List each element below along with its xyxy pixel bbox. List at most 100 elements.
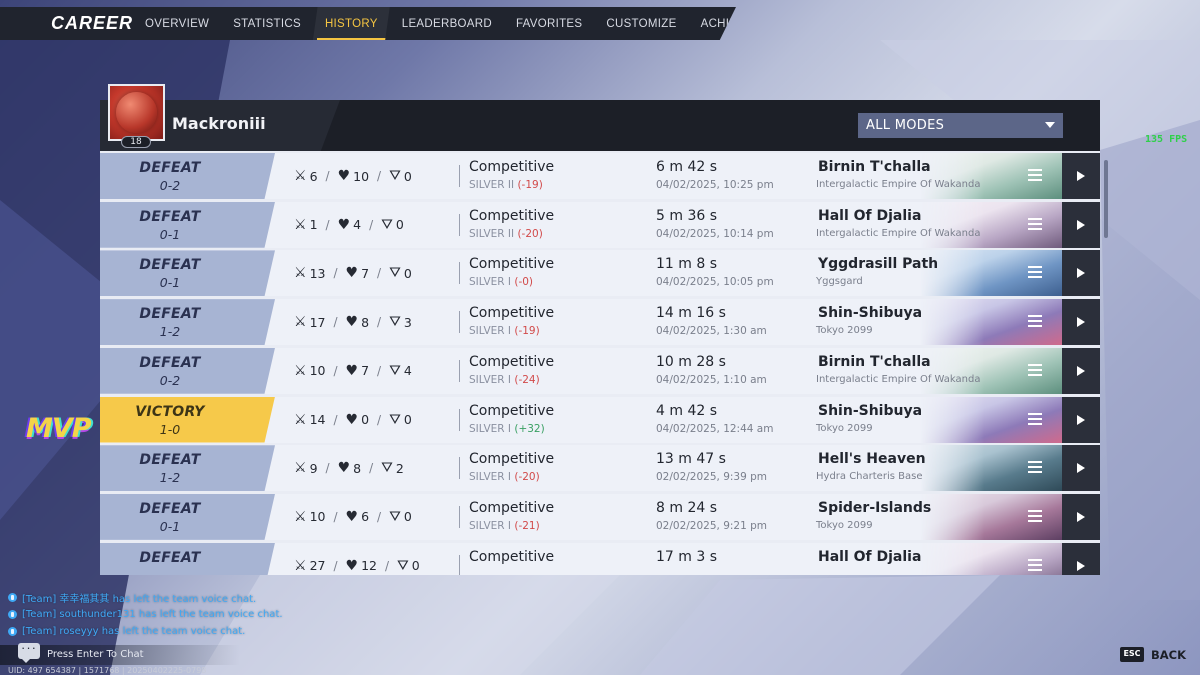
kills-value: 10	[309, 509, 326, 525]
game-mode: Competitive	[469, 159, 555, 175]
tab-leaderboard[interactable]: LEADERBOARD	[401, 17, 492, 30]
match-duration: 10 m 28 s	[656, 353, 726, 370]
broken-heart-icon: ♥	[345, 362, 359, 379]
esc-key-icon[interactable]: ESC	[1120, 647, 1144, 662]
chevron-down-icon	[1045, 122, 1055, 128]
replay-button[interactable]	[1062, 250, 1100, 297]
mic-icon	[8, 627, 17, 636]
replay-button[interactable]	[1062, 542, 1100, 575]
replay-button[interactable]	[1062, 445, 1100, 492]
tab-favorites[interactable]: FAVORITES	[515, 17, 583, 30]
tab-statistics[interactable]: STATISTICS	[233, 17, 301, 30]
match-row[interactable]: DEFEAT 0-2 ⚔ 10 / ♥ 7 / ⛛ 4 Competitive SILVER I (-…	[100, 347, 1100, 394]
replay-button[interactable]	[1062, 347, 1100, 394]
result-label: DEFEAT	[139, 549, 201, 566]
menu-icon[interactable]	[1028, 461, 1042, 474]
replay-button[interactable]	[1062, 396, 1100, 443]
assists-value: 0	[395, 217, 404, 233]
map-name: Hell's Heaven	[818, 451, 926, 468]
swords-icon: ⚔	[294, 216, 307, 233]
match-row[interactable]: DEFEAT 0-2 ⚔ 6 / ♥ 10 / ⛛ 0 Competitive SILVER II (…	[100, 153, 1100, 199]
tab-customize[interactable]: CUSTOMIZE	[606, 17, 677, 30]
play-icon	[1077, 365, 1085, 376]
menu-icon[interactable]	[1028, 363, 1042, 376]
rank-tier: SILVER II	[469, 227, 515, 240]
rank-info: SILVER II (-20)	[469, 228, 543, 240]
broken-heart-icon: ♥	[345, 508, 359, 525]
map-thumbnail	[920, 250, 1062, 297]
broken-heart-icon: ♥	[345, 557, 359, 574]
match-duration: 4 m 42 s	[656, 402, 718, 419]
round-score: 0-2	[159, 178, 181, 193]
match-history-list[interactable]: DEFEAT 0-2 ⚔ 6/♥ 10/⛛ 0 Competitive SILVER II (…	[100, 151, 1100, 575]
map-region: Intergalactic Empire Of Wakanda	[816, 179, 981, 190]
broken-heart-icon: ♥	[337, 460, 351, 477]
map-name: Shin-Shibuya	[818, 305, 923, 322]
deaths-value: 8	[353, 460, 362, 476]
mode-filter-select[interactable]: ALL MODES	[858, 113, 1063, 138]
round-score: 1-2	[159, 470, 181, 486]
rank-delta: (-19)	[517, 179, 543, 191]
tab-achievements[interactable]: ACHIEVEMENTS	[700, 17, 795, 30]
match-row[interactable]: DEFEAT ⚔ 27 / ♥ 12 / ⛛ 0 Competitive 17 m 3 s Hall…	[100, 542, 1100, 575]
broken-heart-icon: ♥	[345, 314, 359, 331]
list-scrollbar[interactable]	[1104, 160, 1108, 238]
map-thumbnail	[920, 493, 1062, 540]
menu-icon[interactable]	[1028, 217, 1042, 230]
divider	[459, 359, 460, 382]
tab-overview[interactable]: OVERVIEW	[145, 17, 210, 30]
map-thumbnail	[920, 299, 1062, 346]
broken-heart-icon: ♥	[337, 168, 351, 184]
match-row[interactable]: DEFEAT 0-1 ⚔ 10 / ♥ 6 / ⛛ 0 Competitive SILVER I (-…	[100, 493, 1100, 540]
rank-info: SILVER I (-24)	[469, 374, 540, 386]
game-mode: Competitive	[469, 402, 555, 419]
match-duration: 5 m 36 s	[656, 207, 718, 224]
play-icon	[1077, 511, 1085, 522]
match-row[interactable]: VICTORY 1-0 ⚔ 14/♥ 0/⛛ 0 Competitive SILVER I (…	[100, 396, 1100, 443]
rank-tier: SILVER I	[469, 422, 512, 435]
replay-button[interactable]	[1062, 201, 1100, 248]
result-label: DEFEAT	[139, 306, 201, 323]
menu-icon[interactable]	[1028, 412, 1042, 425]
replay-button[interactable]	[1062, 493, 1100, 540]
swords-icon: ⚔	[294, 411, 307, 428]
map-thumbnail	[920, 153, 1062, 199]
chat-input-bar[interactable]	[0, 645, 240, 665]
replay-button[interactable]	[1062, 153, 1100, 199]
assist-icon: ⛛	[389, 314, 401, 331]
tab-history[interactable]: HISTORY	[312, 7, 390, 40]
menu-icon[interactable]	[1028, 509, 1042, 522]
menu-icon[interactable]	[1028, 169, 1042, 181]
separator: /	[325, 169, 330, 183]
result-panel: DEFEAT 0-1	[100, 201, 275, 248]
divider	[459, 408, 460, 431]
match-row[interactable]: DEFEAT 1-2 ⚔ 9 / ♥ 8 / ⛛ 2 Competitive SILVER I (-2…	[100, 445, 1100, 492]
rank-delta: (-20)	[514, 471, 540, 484]
play-icon	[1077, 171, 1085, 181]
match-row[interactable]: DEFEAT 0-1 ⚔ 1 / ♥ 4 / ⛛ 0 Competitive SILVER II (-…	[100, 201, 1100, 248]
assist-icon: ⛛	[381, 216, 393, 233]
assists-value: 3	[403, 314, 412, 330]
match-row[interactable]: DEFEAT 1-2 ⚔ 17 / ♥ 8 / ⛛ 3 Competitive SILVER I (-…	[100, 299, 1100, 346]
chat-message: [Team] southunder131 has left the team v…	[8, 606, 283, 623]
assists-value: 0	[403, 265, 412, 281]
result-panel: DEFEAT 0-2	[100, 153, 275, 199]
back-button[interactable]: BACK	[1151, 648, 1187, 662]
match-row[interactable]: DEFEAT 0-1 ⚔ 13 / ♥ 7 / ⛛ 0 Competitive SILVER I (-…	[100, 250, 1100, 297]
divider	[459, 165, 460, 187]
menu-icon[interactable]	[1028, 315, 1042, 328]
swords-icon: ⚔	[294, 314, 307, 331]
separator: /	[384, 558, 390, 573]
divider	[459, 213, 460, 236]
play-icon	[1077, 463, 1085, 474]
menu-icon[interactable]	[1028, 266, 1042, 279]
result-panel: DEFEAT 1-2	[100, 445, 275, 492]
separator: /	[333, 363, 338, 378]
rank-delta: (-19)	[514, 325, 540, 338]
replay-button[interactable]	[1062, 299, 1100, 346]
chat-bubble-icon[interactable]	[18, 640, 40, 663]
result-label: DEFEAT	[139, 354, 201, 371]
menu-icon[interactable]	[1028, 558, 1042, 571]
rank-info: SILVER I (-20)	[469, 471, 540, 483]
match-date: 04/02/2025, 10:14 pm	[656, 227, 774, 240]
